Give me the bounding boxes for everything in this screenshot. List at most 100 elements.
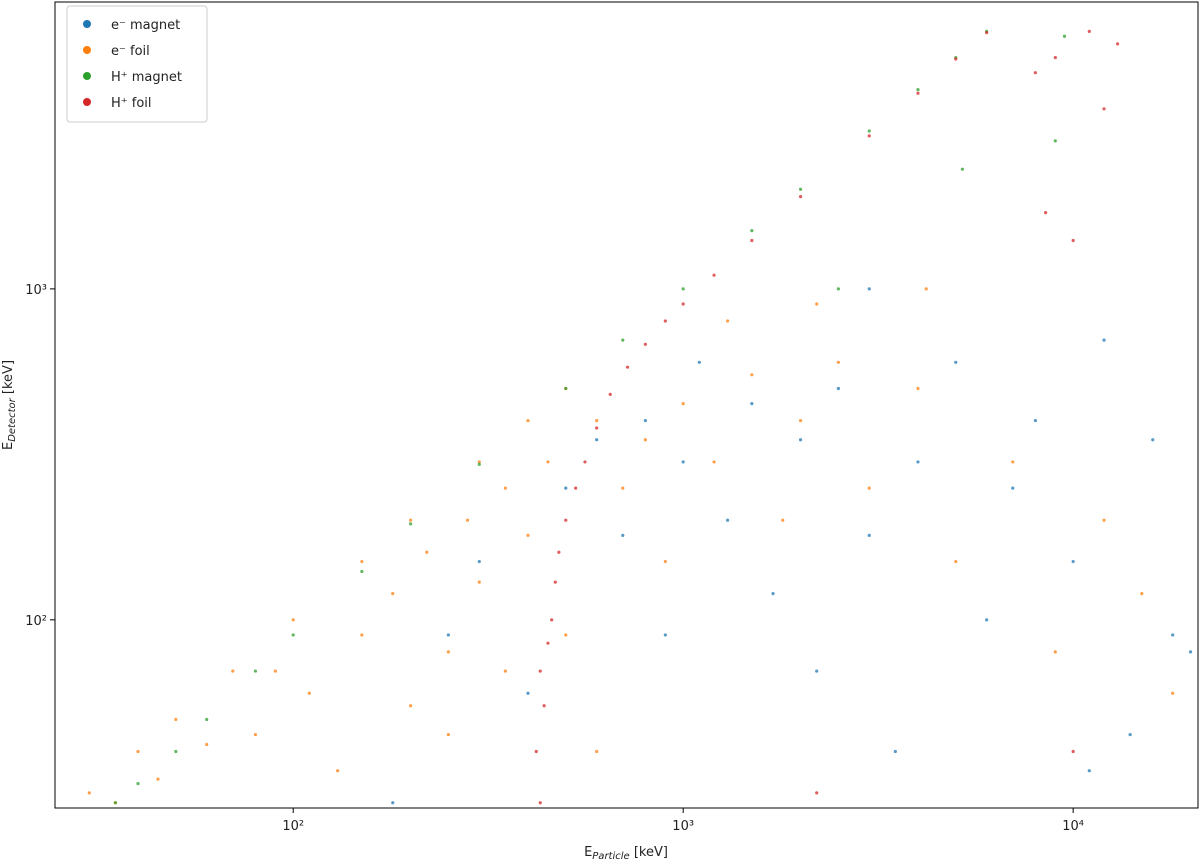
point bbox=[798, 418, 803, 423]
point bbox=[916, 88, 920, 92]
point bbox=[307, 691, 311, 695]
point bbox=[867, 287, 871, 291]
point bbox=[726, 319, 730, 323]
point bbox=[697, 360, 701, 364]
point bbox=[1102, 107, 1106, 111]
point bbox=[798, 438, 803, 442]
x-label-unit: [keV] bbox=[630, 845, 668, 860]
point bbox=[1087, 769, 1091, 773]
point bbox=[916, 460, 920, 464]
point bbox=[798, 187, 803, 191]
point bbox=[726, 518, 730, 522]
point bbox=[360, 559, 364, 564]
point bbox=[113, 801, 118, 805]
point bbox=[595, 438, 599, 442]
point bbox=[574, 486, 578, 490]
x-tick-label: 10³ bbox=[672, 819, 694, 834]
legend-marker bbox=[83, 98, 91, 106]
point bbox=[446, 650, 450, 654]
point bbox=[526, 691, 530, 695]
point bbox=[1140, 592, 1144, 596]
point bbox=[360, 569, 364, 574]
point bbox=[205, 742, 209, 747]
point bbox=[867, 129, 871, 133]
point bbox=[553, 580, 557, 584]
point bbox=[542, 704, 546, 708]
point bbox=[681, 460, 685, 464]
point bbox=[621, 338, 625, 342]
point bbox=[621, 533, 625, 537]
x-axis-label: EParticle [keV] bbox=[584, 845, 668, 862]
point bbox=[681, 402, 685, 406]
point bbox=[391, 592, 395, 596]
x-label-main: E bbox=[584, 845, 592, 860]
point bbox=[465, 518, 470, 522]
point bbox=[712, 460, 716, 464]
point bbox=[663, 559, 667, 564]
y-label-main: E bbox=[1, 442, 16, 450]
point bbox=[526, 533, 530, 537]
point bbox=[503, 669, 507, 673]
point bbox=[1102, 338, 1106, 342]
point bbox=[231, 669, 235, 673]
point bbox=[750, 402, 754, 406]
points bbox=[87, 29, 1193, 805]
point bbox=[546, 460, 550, 464]
point bbox=[916, 386, 920, 391]
point bbox=[538, 669, 542, 673]
point bbox=[750, 229, 754, 233]
point bbox=[781, 518, 785, 522]
point bbox=[557, 550, 561, 554]
point bbox=[867, 533, 871, 537]
point bbox=[1011, 486, 1015, 490]
x-label-sub: Particle bbox=[592, 851, 629, 862]
point bbox=[681, 302, 685, 306]
point bbox=[608, 392, 612, 396]
point bbox=[815, 669, 819, 673]
point bbox=[867, 486, 871, 490]
point bbox=[1071, 749, 1075, 754]
point bbox=[409, 518, 413, 522]
legend-label: e⁻ magnet bbox=[111, 18, 180, 33]
point bbox=[595, 418, 599, 423]
legend-marker bbox=[83, 72, 91, 80]
point bbox=[1188, 650, 1193, 654]
legend-marker bbox=[83, 46, 91, 54]
point bbox=[1053, 55, 1057, 60]
point bbox=[954, 559, 958, 564]
point bbox=[643, 418, 647, 423]
point bbox=[534, 749, 538, 754]
legend-marker bbox=[83, 20, 91, 28]
point bbox=[924, 287, 928, 291]
point bbox=[425, 550, 429, 554]
point bbox=[663, 633, 667, 637]
point bbox=[954, 360, 958, 364]
point bbox=[643, 438, 647, 442]
legend-label: e⁻ foil bbox=[111, 44, 150, 59]
point bbox=[336, 769, 340, 773]
legend-label: H⁺ foil bbox=[111, 96, 152, 111]
point bbox=[538, 801, 542, 805]
point bbox=[477, 462, 481, 466]
point bbox=[1053, 650, 1057, 654]
x-tick-label: 10² bbox=[282, 819, 304, 834]
point bbox=[291, 618, 295, 622]
point bbox=[1102, 518, 1106, 522]
point bbox=[87, 791, 91, 795]
point bbox=[893, 749, 897, 754]
point bbox=[526, 418, 530, 423]
point bbox=[595, 426, 599, 430]
point bbox=[136, 749, 140, 754]
point bbox=[253, 669, 258, 673]
point bbox=[985, 618, 989, 622]
point bbox=[546, 641, 550, 645]
point bbox=[916, 91, 920, 95]
point bbox=[960, 167, 965, 171]
point bbox=[1071, 238, 1075, 243]
point bbox=[798, 195, 803, 199]
point bbox=[1011, 460, 1015, 464]
point bbox=[564, 386, 568, 391]
legend-label: H⁺ magnet bbox=[111, 70, 182, 85]
point bbox=[750, 238, 754, 243]
